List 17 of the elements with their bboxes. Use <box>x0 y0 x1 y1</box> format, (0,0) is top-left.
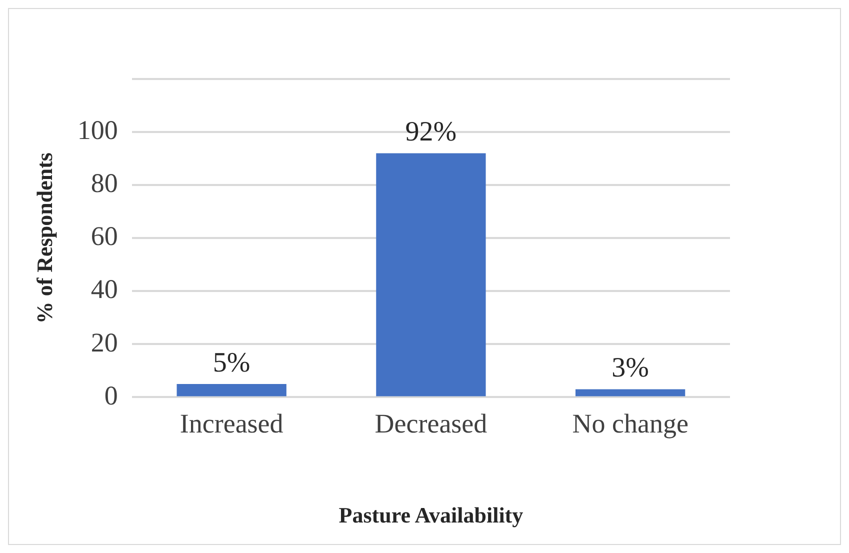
bar <box>376 153 486 396</box>
y-tick-label: 20 <box>90 327 118 358</box>
x-tick-label: Increased <box>180 408 284 438</box>
bar <box>176 384 286 396</box>
y-tick-label: 100 <box>77 115 118 146</box>
y-tick-label: 40 <box>90 274 118 304</box>
x-tick-label: Decreased <box>374 408 488 438</box>
y-tick-label: 0 <box>104 380 118 410</box>
y-tick-label: 60 <box>90 221 118 252</box>
data-label: 3% <box>612 352 649 384</box>
x-tick-label: No change <box>572 408 688 438</box>
y-tick-label: 80 <box>90 168 118 198</box>
bar <box>575 389 686 396</box>
y-axis-title: % of Respondents <box>32 152 57 324</box>
data-label: 5% <box>212 347 250 378</box>
x-axis-title: Pasture Availability <box>338 502 524 528</box>
data-label: 92% <box>405 116 457 148</box>
